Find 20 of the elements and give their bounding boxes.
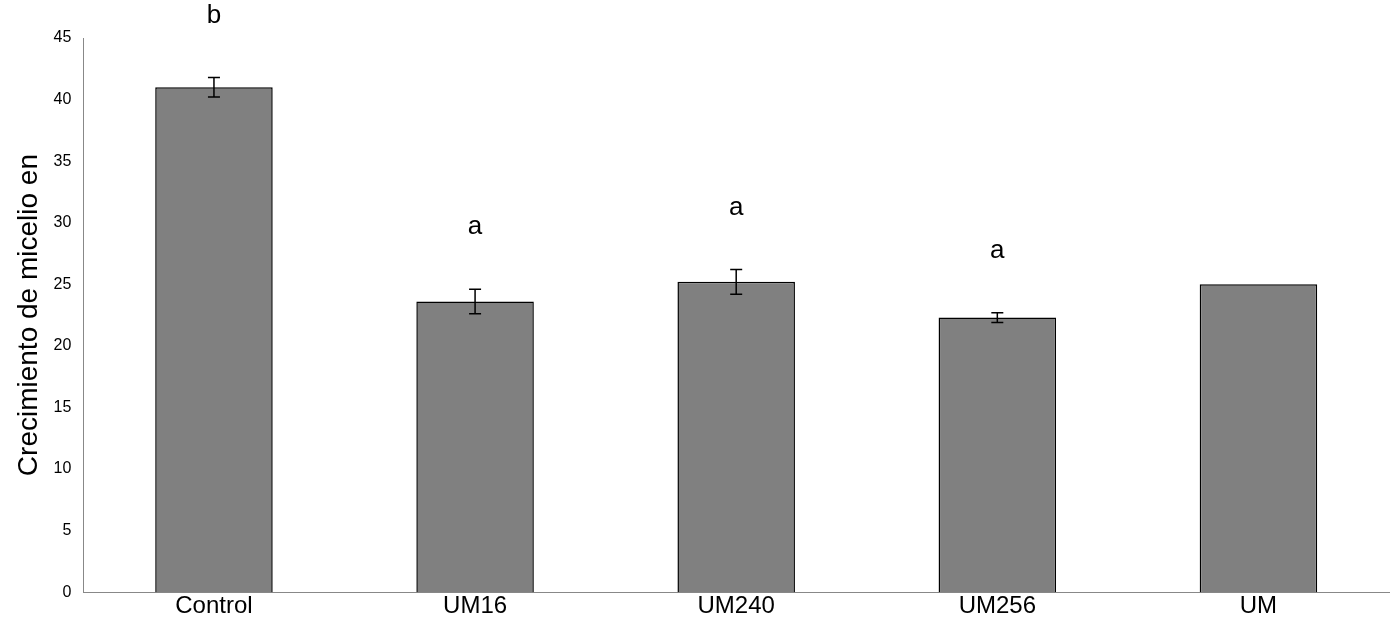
x-tick-label: UM256 (958, 591, 1037, 619)
annotation: a (467, 210, 483, 241)
x-tick-label: UM16 (443, 591, 508, 619)
y-tick-label: 10 (53, 459, 72, 477)
x-tick-label: Control (175, 591, 253, 619)
annotation: a (990, 233, 1006, 264)
y-tick-label: 5 (62, 521, 72, 539)
y-tick-label: 20 (53, 336, 72, 354)
x-tick-label: UM240 (697, 591, 775, 619)
y-tick-label: 45 (53, 28, 72, 46)
y-tick-label: 30 (53, 213, 72, 231)
annotation: a (728, 190, 744, 221)
y-axis-title: Crecimiento de micelio en (11, 154, 43, 477)
y-tick-label: 40 (53, 89, 72, 107)
y-tick-label: 0 (62, 582, 72, 600)
y-tick-label: 25 (53, 274, 72, 292)
text: b (206, 0, 222, 29)
y-tick-label: 35 (53, 151, 72, 169)
y-tick-label: 15 (53, 397, 72, 415)
x-tick-label: UM (1239, 591, 1278, 619)
